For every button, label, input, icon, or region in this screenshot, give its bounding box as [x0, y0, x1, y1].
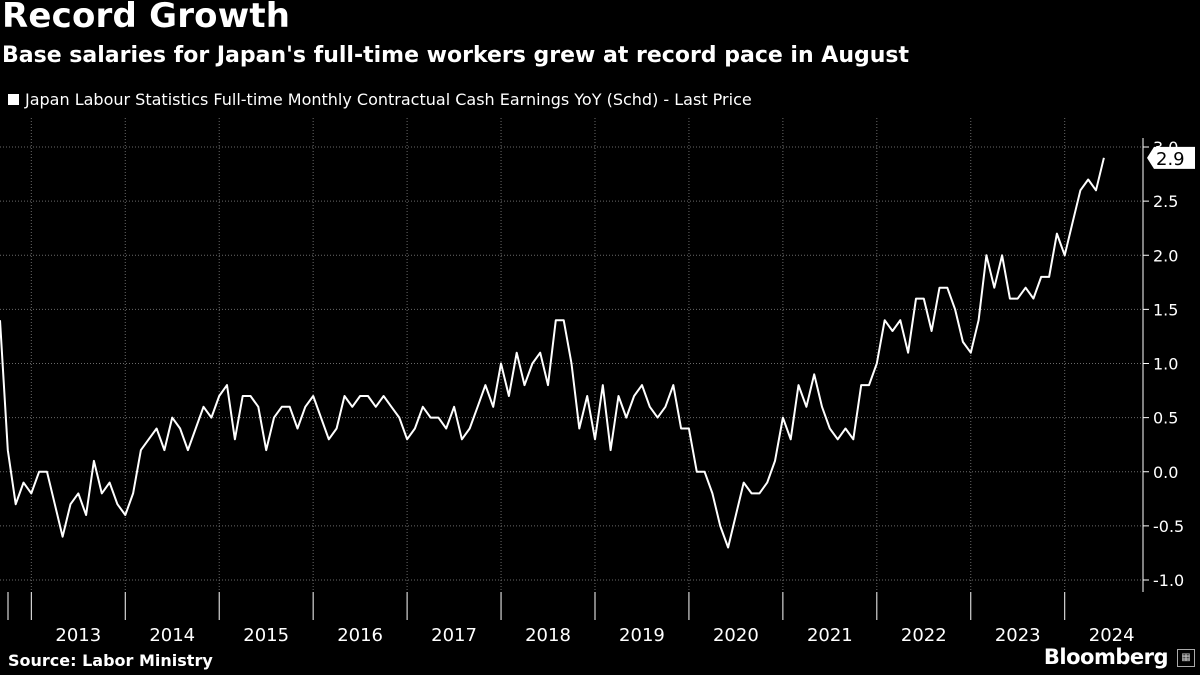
brand-logo: Bloomberg: [1043, 645, 1169, 669]
x-tick-label: 2024: [1089, 625, 1135, 646]
source-note: Source: Labor Ministry: [8, 651, 213, 670]
last-value-label: 2.9: [1156, 149, 1185, 170]
y-tick-label: 0.0: [1153, 463, 1178, 482]
x-tick-label: 2018: [525, 625, 571, 646]
terminal-icon: ▦: [1177, 649, 1195, 667]
data-line: [0, 157, 1105, 549]
x-tick-label: 2022: [901, 625, 947, 646]
x-tick-label: 2014: [149, 625, 195, 646]
y-tick-label: 2.0: [1153, 246, 1178, 265]
chart-title: Record Growth: [2, 0, 291, 36]
x-tick-label: 2021: [807, 625, 853, 646]
x-tick-label: 2020: [713, 625, 759, 646]
y-tick-label: -0.5: [1153, 517, 1184, 536]
x-tick-label: 2015: [243, 625, 289, 646]
y-tick-label: 1.5: [1153, 300, 1178, 319]
x-tick-label: 2013: [55, 625, 101, 646]
x-tick-label: 2017: [431, 625, 477, 646]
y-tick-label: 0.5: [1153, 409, 1178, 428]
last-value-badge: [1147, 146, 1195, 169]
y-tick-label: 2.5: [1153, 192, 1178, 211]
legend-label: Japan Labour Statistics Full-time Monthl…: [25, 90, 752, 109]
chart-subtitle: Base salaries for Japan's full-time work…: [2, 43, 910, 68]
y-tick-label: -1.0: [1153, 571, 1184, 590]
y-tick-label: 1.0: [1153, 355, 1178, 374]
legend: Japan Labour Statistics Full-time Monthl…: [8, 90, 752, 109]
x-tick-label: 2019: [619, 625, 665, 646]
x-tick-label: 2016: [337, 625, 383, 646]
x-tick-label: 2023: [995, 625, 1041, 646]
legend-swatch: [8, 94, 19, 105]
